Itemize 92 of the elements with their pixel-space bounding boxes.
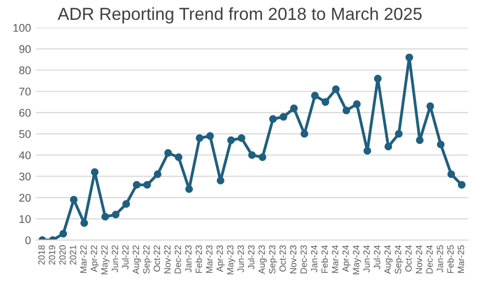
point	[90, 168, 99, 176]
x-tick-label: Aug-23	[258, 245, 267, 274]
point	[248, 151, 256, 159]
point	[332, 85, 340, 94]
point	[269, 115, 277, 123]
x-tick-label: Jun-23	[238, 245, 244, 272]
point	[384, 142, 392, 150]
point	[258, 153, 266, 162]
y-tick-label: 50	[19, 130, 31, 138]
x-tick-label: Oct-22	[154, 245, 160, 272]
x-tick-label: Mar-24	[332, 245, 338, 273]
y-tick-label: 10	[20, 215, 31, 223]
point	[112, 210, 120, 218]
x-tick-label: Feb-23	[195, 245, 202, 273]
point	[447, 170, 456, 178]
point	[206, 132, 214, 140]
x-tick-label: Jul-23	[248, 245, 254, 270]
point	[122, 200, 130, 208]
point	[322, 98, 330, 106]
y-tick-label: 40	[19, 151, 31, 160]
point	[353, 100, 361, 108]
point	[132, 181, 140, 189]
y-tick-label: 0	[25, 236, 31, 244]
x-tick-label: Dec-24	[426, 245, 433, 274]
x-tick-label: May-22	[101, 245, 110, 274]
y-tick-label: 30	[19, 172, 31, 180]
x-tick-label: Apr-24	[342, 245, 351, 272]
x-tick-label: 2020	[59, 245, 66, 265]
point	[164, 149, 172, 157]
x-tick-label: Jan-24	[310, 245, 318, 272]
x-tick-label: Feb-25	[447, 245, 454, 273]
point	[196, 134, 204, 142]
x-tick-label: Dec-22	[174, 245, 182, 274]
x-tick-label: 2021	[70, 245, 76, 265]
point	[405, 54, 414, 62]
x-tick-label: May-24	[352, 245, 362, 274]
point	[311, 92, 319, 100]
y-tick-label: 70	[19, 88, 31, 96]
point	[416, 136, 424, 144]
point	[101, 212, 110, 221]
x-tick-label: Apr-23	[216, 245, 225, 272]
x-tick-label: Oct-23	[279, 245, 286, 272]
point	[342, 106, 350, 114]
y-tick-label: 60	[19, 108, 31, 117]
point	[300, 130, 308, 138]
x-tick-label: Aug-22	[132, 245, 141, 274]
y-tick-label: 20	[19, 194, 31, 202]
x-tick-label: Jan-23	[185, 245, 192, 272]
point	[290, 104, 298, 112]
x-tick-label: Jul-22	[122, 245, 129, 270]
x-tick-label: Aug-24	[384, 245, 393, 274]
x-tick-label: 2019	[48, 245, 56, 265]
x-tick-label: Nov-22	[164, 245, 171, 274]
point	[238, 134, 246, 142]
y-tick-label: 80	[19, 66, 31, 74]
x-tick-label: 2018	[38, 245, 45, 265]
point	[154, 170, 162, 178]
point	[426, 102, 434, 110]
x-tick-label: Oct-24	[405, 245, 412, 272]
point	[227, 136, 235, 144]
point	[364, 147, 372, 155]
x-tick-label: Sep-24	[394, 245, 404, 274]
x-tick-label: Mar-22	[80, 245, 87, 273]
y-tick-label: 100	[13, 24, 31, 32]
point	[436, 140, 445, 148]
x-tick-label: Sep-23	[269, 245, 278, 274]
x-tick-label: May-23	[227, 245, 236, 274]
x-tick-label: Apr-22	[90, 245, 99, 272]
x-tick-label: Nov-23	[290, 245, 296, 274]
y-tick-label: 90	[19, 45, 31, 54]
x-tick-label: Jun-22	[112, 245, 118, 272]
x-tick-label: Sep-22	[143, 245, 152, 274]
point	[185, 185, 193, 193]
x-tick-label: Nov-24	[416, 245, 422, 274]
chart-title: ADR Reporting Trend from 2018 to March 2025	[58, 7, 422, 24]
x-tick-label: Dec-23	[300, 245, 307, 274]
point	[70, 196, 78, 204]
point	[374, 74, 382, 82]
point	[59, 230, 68, 238]
x-tick-label: Feb-24	[321, 245, 328, 273]
x-tick-label: Mar-25	[458, 245, 464, 273]
point	[458, 181, 466, 189]
point	[174, 153, 182, 162]
point	[394, 130, 403, 138]
point	[80, 219, 88, 227]
point	[280, 113, 288, 121]
point	[216, 176, 224, 184]
x-tick-label: Jan-25	[436, 245, 444, 272]
x-tick-label: Jul-24	[374, 245, 380, 270]
point	[143, 181, 151, 189]
x-tick-label: Jun-24	[363, 245, 370, 272]
x-tick-label: Mar-23	[206, 245, 212, 273]
